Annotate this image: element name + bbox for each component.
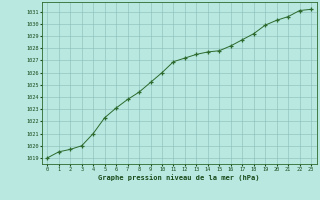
X-axis label: Graphe pression niveau de la mer (hPa): Graphe pression niveau de la mer (hPa) [99, 175, 260, 181]
